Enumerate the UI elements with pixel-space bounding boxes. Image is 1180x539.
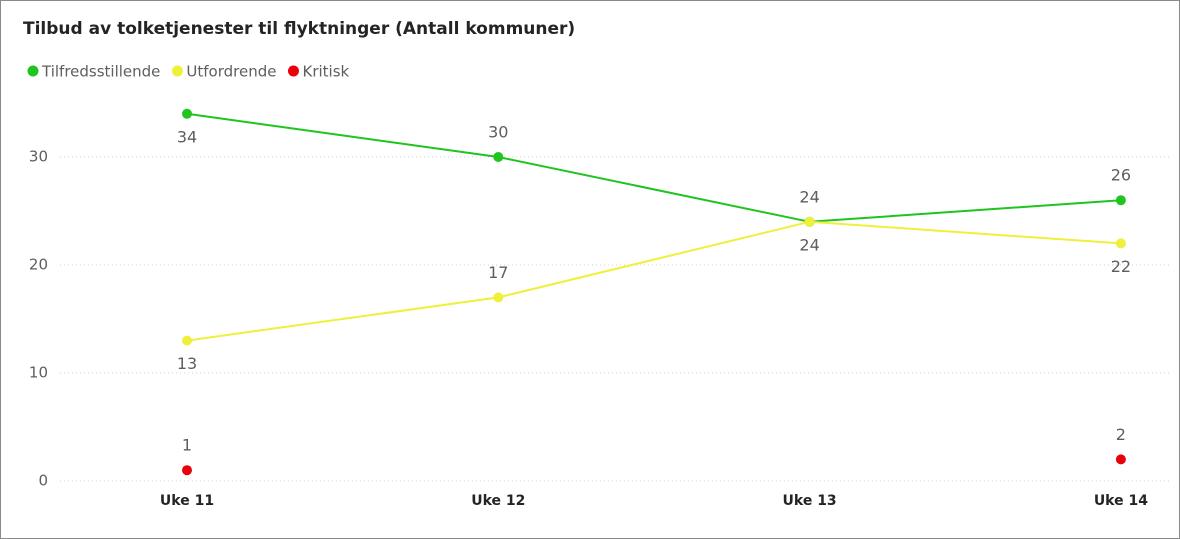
point [1115,195,1126,206]
data-label: 1 [182,436,192,455]
y-tick-label: 30 [29,148,48,166]
legend-marker [27,65,39,77]
data-label: 13 [177,354,197,373]
y-tick-label: 10 [29,364,48,382]
legend-label: Tilfredsstillende [41,63,160,81]
data-label: 24 [799,187,819,206]
point [182,335,192,346]
y-tick-label: 0 [38,472,48,490]
series-line [186,112,1121,223]
series-line [186,220,1121,342]
point [493,292,504,303]
legend-label: Kritisk [302,63,349,81]
x-tick-label: Uke 12 [471,493,525,509]
x-tick-label: Uke 13 [783,493,837,509]
legend-marker [171,65,183,77]
point [182,108,192,119]
data-label: 26 [1111,166,1131,185]
data-label: 22 [1111,257,1131,276]
chart-title: Tilbud av tolketjenester til flyktninger… [23,19,575,39]
data-label: 2 [1116,425,1126,444]
x-tick-label: Uke 14 [1094,493,1148,509]
data-label: 17 [488,263,508,282]
data-label: 24 [799,235,819,254]
point [1115,454,1126,465]
y-tick-label: 20 [29,256,48,274]
legend-label: Utfordrende [186,63,276,81]
point [493,152,504,162]
data-label: 34 [177,127,197,146]
point [804,216,815,227]
point [1115,238,1126,249]
data-label: 30 [488,123,508,142]
point [182,465,192,476]
x-tick-label: Uke 11 [160,493,214,509]
legend-marker [287,65,299,77]
